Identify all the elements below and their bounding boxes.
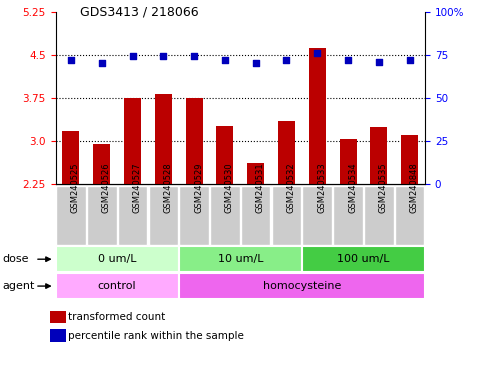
Point — [128, 53, 136, 60]
Text: control: control — [98, 281, 136, 291]
Text: agent: agent — [2, 281, 35, 291]
FancyBboxPatch shape — [56, 273, 179, 299]
FancyBboxPatch shape — [87, 185, 116, 245]
Bar — [93, 144, 110, 184]
Text: 0 um/L: 0 um/L — [98, 254, 136, 264]
FancyBboxPatch shape — [56, 185, 85, 245]
Bar — [50, 329, 66, 342]
FancyBboxPatch shape — [364, 185, 394, 245]
Text: GSM240529: GSM240529 — [194, 162, 203, 213]
Text: dose: dose — [2, 254, 29, 264]
FancyBboxPatch shape — [179, 246, 302, 272]
Point — [406, 57, 413, 63]
Text: GSM240532: GSM240532 — [286, 162, 296, 213]
FancyBboxPatch shape — [179, 273, 425, 299]
Point — [375, 58, 383, 65]
Text: GSM240525: GSM240525 — [71, 162, 80, 213]
Bar — [185, 98, 202, 184]
Text: GSM240535: GSM240535 — [379, 162, 388, 213]
Point — [190, 53, 198, 60]
Text: GSM240848: GSM240848 — [410, 162, 419, 213]
Text: GSM240534: GSM240534 — [348, 162, 357, 213]
Text: percentile rank within the sample: percentile rank within the sample — [69, 331, 244, 341]
Point — [313, 50, 321, 56]
Bar — [62, 131, 79, 184]
Text: GSM240527: GSM240527 — [132, 162, 142, 213]
Bar — [370, 127, 387, 184]
Point — [67, 57, 75, 63]
Point — [283, 57, 290, 63]
FancyBboxPatch shape — [241, 185, 270, 245]
Bar — [401, 136, 418, 184]
FancyBboxPatch shape — [395, 185, 425, 245]
Bar — [247, 163, 264, 184]
Point — [252, 60, 259, 66]
Text: homocysteine: homocysteine — [263, 281, 341, 291]
Point — [221, 57, 229, 63]
Point — [98, 60, 106, 66]
Point — [344, 57, 352, 63]
Text: GSM240528: GSM240528 — [163, 162, 172, 213]
Bar — [309, 48, 326, 184]
Text: GSM240533: GSM240533 — [317, 162, 327, 213]
Bar — [216, 126, 233, 184]
FancyBboxPatch shape — [333, 185, 363, 245]
FancyBboxPatch shape — [302, 185, 332, 245]
FancyBboxPatch shape — [179, 185, 209, 245]
Text: GSM240531: GSM240531 — [256, 162, 265, 213]
Bar — [124, 98, 141, 184]
Text: GSM240530: GSM240530 — [225, 162, 234, 213]
FancyBboxPatch shape — [210, 185, 240, 245]
Bar — [50, 311, 66, 323]
Bar — [155, 94, 172, 184]
Point — [159, 53, 167, 60]
Bar — [278, 121, 295, 184]
FancyBboxPatch shape — [56, 246, 179, 272]
FancyBboxPatch shape — [302, 246, 425, 272]
Text: 100 um/L: 100 um/L — [337, 254, 390, 264]
Text: 10 um/L: 10 um/L — [217, 254, 263, 264]
Text: transformed count: transformed count — [69, 312, 166, 322]
Bar — [340, 139, 356, 184]
Text: GSM240526: GSM240526 — [102, 162, 111, 213]
FancyBboxPatch shape — [149, 185, 178, 245]
FancyBboxPatch shape — [272, 185, 301, 245]
FancyBboxPatch shape — [118, 185, 147, 245]
Text: GDS3413 / 218066: GDS3413 / 218066 — [80, 6, 199, 19]
